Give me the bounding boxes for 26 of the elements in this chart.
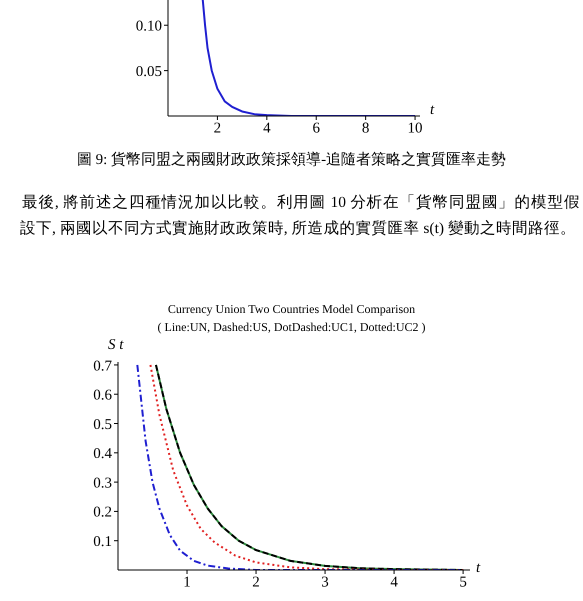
y-tick-label: 0.4: [93, 446, 112, 462]
chart-subtitle: ( Line:UN, Dashed:US, DotDashed:UC1, Dotted:UC2 ): [156, 320, 426, 335]
y-tick-label: 0.7: [93, 358, 112, 374]
y-tick-label: 0.3: [93, 475, 112, 492]
text: 最後, 將前述之四種情況加以比較。利用圖 10 分析在「貨幣同盟國」的模型假設下, 兩國以不同方式實施財政政策時, 所造成的實質匯率 s(t) 變動之時間路徑。: [20, 193, 580, 239]
x-tick-label: 4: [390, 574, 398, 591]
x-tick-label: 3: [321, 574, 329, 591]
y-tick-label: 0.5: [93, 416, 112, 433]
y-tick-label: 0.05: [136, 64, 162, 80]
x-tick-label: 5: [459, 574, 467, 591]
x-tick-label: 2: [252, 574, 260, 591]
x-tick-label: 4: [263, 120, 272, 137]
y-tick-label: 0.2: [93, 504, 112, 521]
x-tick-label: 10: [408, 120, 423, 137]
x-tick-label: 1: [183, 574, 191, 591]
x-tick-label: 2: [214, 120, 222, 137]
x-tick-label: 6: [312, 120, 320, 137]
y-tick-label: 0.10: [136, 18, 162, 35]
y-tick-label: 0.6: [93, 388, 112, 404]
x-axis-title: t: [476, 560, 480, 577]
chart-title: Currency Union Two Countries Model Comparison: [166, 302, 416, 317]
caption: 圖 9: 貨幣同盟之兩國財政政策採領導-追隨者策略之實質匯率走勢: [76, 150, 508, 169]
y-tick-label: 0.1: [93, 534, 112, 550]
y-axis-title: S t: [108, 337, 124, 354]
x-axis-title: t: [430, 102, 434, 119]
x-tick-label: 8: [362, 120, 370, 137]
